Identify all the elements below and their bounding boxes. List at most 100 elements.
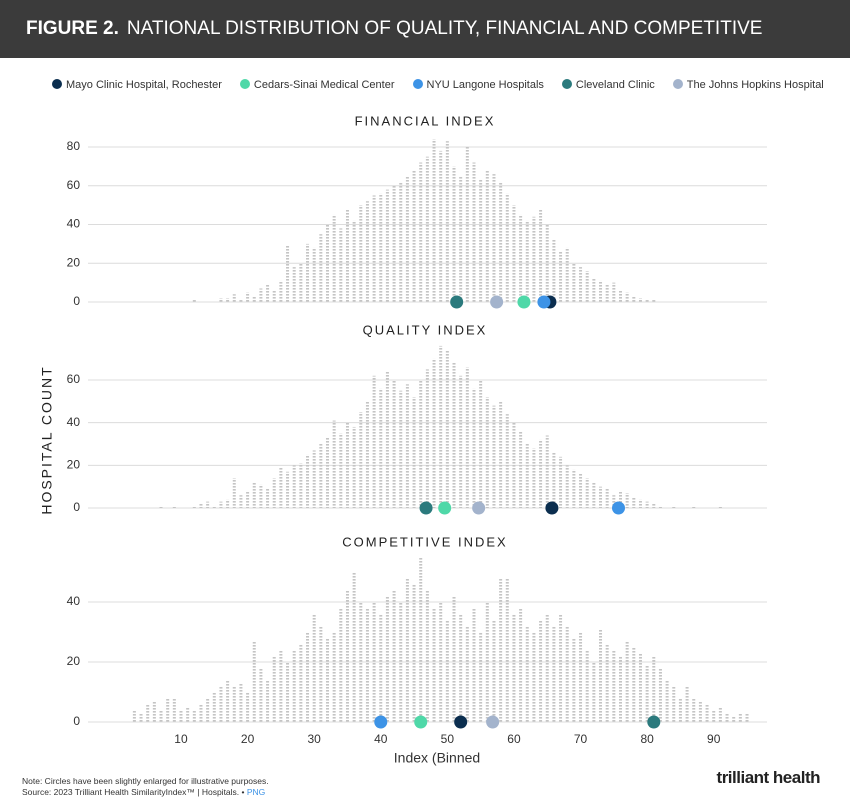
bar	[465, 626, 469, 722]
panel-title: QUALITY INDEX	[363, 322, 488, 337]
bar	[445, 141, 449, 302]
bar	[618, 656, 622, 722]
bar	[605, 644, 609, 722]
bar	[545, 224, 549, 302]
bar	[625, 292, 629, 302]
bar	[525, 220, 529, 302]
bar	[192, 505, 196, 508]
bar	[632, 647, 636, 722]
bar	[365, 401, 369, 508]
bar	[665, 680, 669, 722]
bar	[332, 420, 336, 508]
bar	[605, 284, 609, 302]
bar	[485, 602, 489, 722]
bar	[405, 384, 409, 508]
bar	[505, 414, 509, 508]
bar	[226, 499, 230, 508]
bar	[512, 205, 516, 302]
bar	[179, 710, 183, 722]
bar	[359, 412, 363, 508]
bar	[325, 638, 329, 722]
bar	[166, 698, 170, 722]
bar	[232, 478, 236, 508]
x-tick-label: 30	[307, 732, 321, 746]
bar	[585, 478, 589, 508]
bar	[492, 620, 496, 722]
bar	[332, 632, 336, 722]
bar	[199, 503, 203, 508]
bar	[159, 505, 163, 508]
bar	[592, 662, 596, 722]
bar	[559, 614, 563, 722]
bar	[672, 686, 676, 722]
bar	[532, 448, 536, 508]
bar	[419, 162, 423, 302]
bar	[645, 300, 649, 302]
bar	[266, 284, 270, 302]
bar	[206, 698, 210, 722]
bar	[592, 278, 596, 302]
bar	[206, 501, 210, 508]
bar	[452, 596, 456, 722]
bar	[226, 680, 230, 722]
x-tick-label: 40	[374, 732, 388, 746]
bar	[638, 653, 642, 722]
bar	[545, 614, 549, 722]
png-link[interactable]: PNG	[246, 787, 266, 797]
bar	[159, 710, 163, 722]
y-tick-label: 60	[67, 372, 81, 386]
bar	[352, 426, 356, 508]
bar	[459, 375, 463, 508]
hospital-marker	[454, 715, 468, 729]
hospital-marker	[545, 501, 559, 515]
bar	[652, 300, 656, 302]
bar	[319, 444, 323, 508]
panel-title: FINANCIAL INDEX	[355, 113, 496, 128]
hospital-marker	[486, 715, 500, 729]
bar	[472, 388, 476, 508]
bar	[512, 614, 516, 722]
legend-swatch	[412, 79, 423, 89]
source: Source: 2023 Trilliant Health Similarity…	[22, 787, 269, 798]
bar	[172, 505, 176, 508]
x-tick-label: 80	[640, 732, 654, 746]
bar	[372, 602, 376, 722]
bar	[286, 245, 290, 302]
bar	[246, 490, 250, 508]
bar	[612, 650, 616, 722]
hospital-marker	[612, 501, 626, 515]
bar	[239, 683, 243, 722]
hospital-marker	[647, 715, 661, 729]
bar	[292, 267, 296, 302]
bar	[552, 452, 556, 508]
y-tick-label: 80	[67, 139, 81, 153]
legend-swatch	[561, 79, 572, 89]
bar	[525, 626, 529, 722]
bar	[299, 463, 303, 508]
bar	[272, 478, 276, 508]
bar	[645, 665, 649, 722]
bar	[379, 193, 383, 302]
bar	[585, 271, 589, 302]
bar	[559, 456, 563, 508]
note: Note: Circles have been slightly enlarge…	[22, 776, 269, 786]
bar	[286, 471, 290, 508]
hospital-marker	[438, 501, 452, 515]
bar	[339, 228, 343, 302]
header: FIGURE 2. NATIONAL DISTRIBUTION OF QUALIT…	[0, 0, 850, 97]
bar	[459, 176, 463, 302]
bar	[419, 380, 423, 508]
bar	[492, 174, 496, 302]
bar	[425, 156, 429, 302]
bar	[272, 656, 276, 722]
bar	[492, 405, 496, 508]
bar	[306, 454, 310, 508]
bar	[332, 214, 336, 302]
bar	[412, 170, 416, 302]
x-tick-label: 90	[707, 732, 721, 746]
bar	[632, 296, 636, 302]
bar	[472, 608, 476, 722]
bar	[272, 290, 276, 302]
bar	[552, 626, 556, 722]
y-tick-label: 40	[67, 415, 81, 429]
